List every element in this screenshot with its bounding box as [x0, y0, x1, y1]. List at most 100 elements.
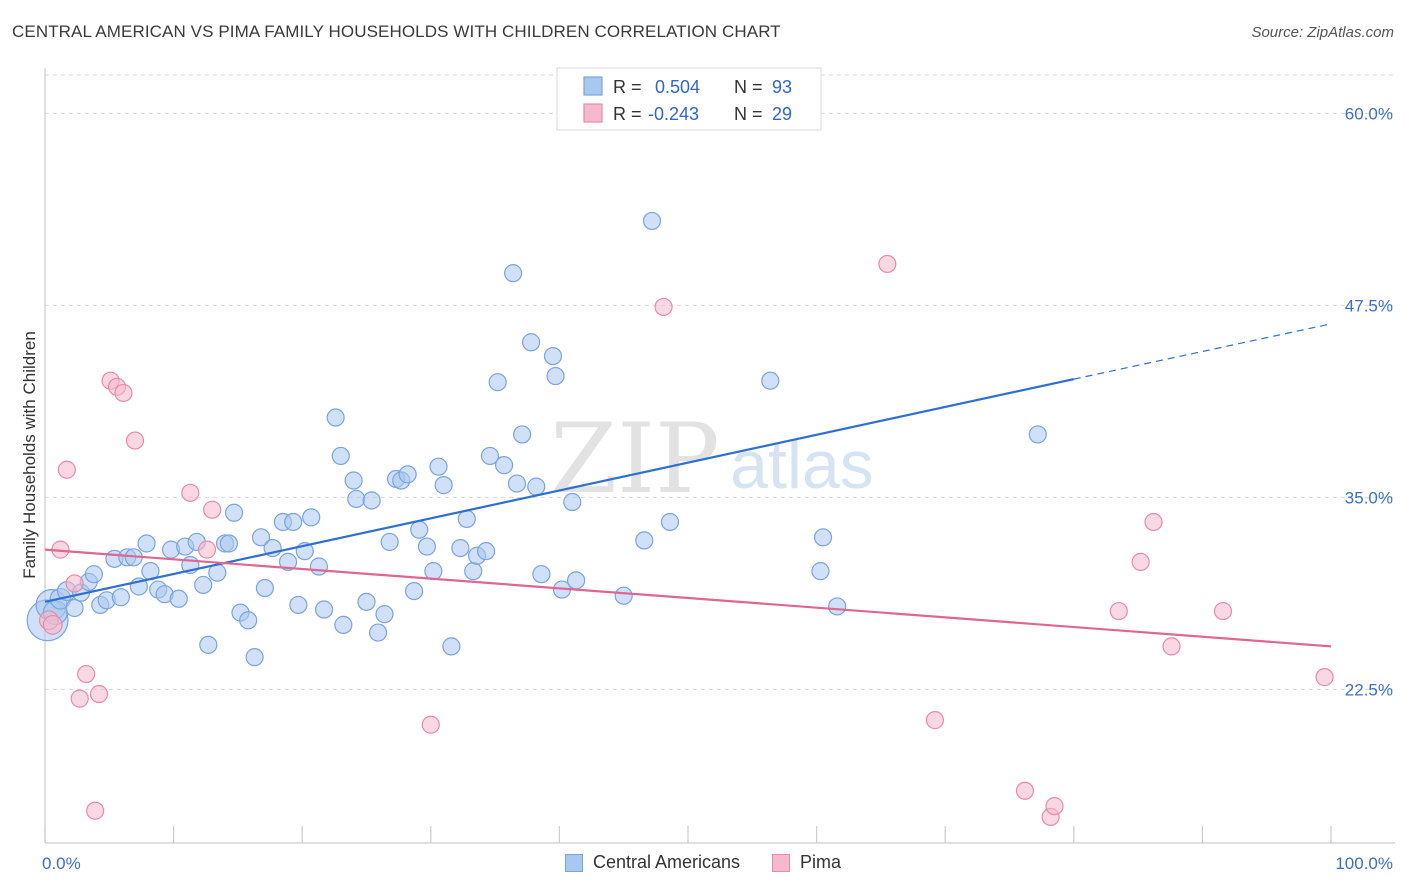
- point-blue-25: [194, 575, 213, 595]
- data-points: [26, 211, 1334, 826]
- point-blue-38: [278, 552, 298, 572]
- point-blue-85: [635, 531, 654, 550]
- point-blue-66: [457, 509, 476, 529]
- point-pink-18: [878, 254, 897, 274]
- point-blue-67: [464, 562, 483, 581]
- stats-legend: R = 0.504 N = 93 R = -0.243 N = 29: [556, 67, 822, 131]
- point-blue-50: [357, 592, 376, 611]
- legend-swatch-pima: [772, 853, 791, 872]
- point-blue-35: [255, 578, 275, 598]
- point-blue-53: [375, 605, 394, 624]
- point-blue-92: [1028, 425, 1047, 444]
- point-blue-34: [251, 528, 271, 547]
- point-pink-5: [70, 689, 89, 708]
- point-pink-1: [42, 614, 63, 635]
- point-blue-74: [507, 474, 527, 493]
- watermark-atlas: atlas: [730, 427, 874, 503]
- point-blue-59: [410, 520, 429, 539]
- point-blue-21: [169, 589, 188, 608]
- point-blue-5: [65, 598, 84, 618]
- point-blue-40: [289, 595, 308, 615]
- legend-r-label-2: R =: [613, 104, 642, 124]
- point-blue-54: [380, 532, 399, 552]
- point-blue-16: [137, 534, 156, 553]
- legend-swatch-central-americans: [564, 853, 583, 872]
- point-blue-8: [84, 565, 103, 584]
- point-pink-27: [1213, 601, 1233, 621]
- point-blue-49: [347, 489, 366, 509]
- source-credit: Source: ZipAtlas.com: [1251, 24, 1394, 41]
- y-tick-label-0: 22.5%: [1345, 680, 1393, 699]
- point-blue-52: [368, 623, 388, 642]
- y-tick-label-2: 47.5%: [1345, 296, 1393, 315]
- point-blue-33: [245, 648, 264, 667]
- point-blue-47: [334, 615, 353, 634]
- legend-item-pima: Pima: [772, 852, 841, 873]
- point-blue-78: [532, 565, 551, 584]
- point-blue-45: [326, 408, 345, 427]
- point-blue-12: [111, 588, 130, 607]
- point-blue-73: [504, 264, 523, 283]
- point-blue-83: [567, 571, 586, 590]
- point-pink-23: [1109, 601, 1128, 621]
- x-tick-label-0: 0.0%: [42, 854, 81, 873]
- point-pink-8: [89, 684, 109, 704]
- point-pink-14: [197, 540, 217, 559]
- point-pink-25: [1144, 512, 1163, 532]
- point-pink-12: [125, 431, 145, 450]
- trend-line-blue-extension: [1073, 323, 1332, 380]
- point-blue-32: [239, 611, 258, 630]
- point-pink-20: [1015, 781, 1035, 800]
- legend-label-pima: Pima: [800, 852, 842, 872]
- point-blue-57: [398, 465, 417, 484]
- legend-label-central-americans: Central Americans: [592, 852, 741, 872]
- point-pink-15: [203, 500, 222, 519]
- point-blue-42: [302, 508, 321, 527]
- point-pink-3: [57, 460, 76, 479]
- point-blue-71: [488, 373, 507, 392]
- y-tick-label-3: 60.0%: [1345, 104, 1393, 123]
- trend-line-pink: [44, 548, 1332, 648]
- y-tick-label-1: 35.0%: [1345, 488, 1393, 507]
- point-pink-13: [181, 483, 200, 502]
- legend-r-label-1: R =: [613, 77, 642, 97]
- legend-n-value-1: 93: [772, 77, 792, 97]
- point-blue-46: [331, 446, 350, 466]
- point-blue-86: [642, 211, 662, 231]
- point-blue-87: [660, 512, 680, 532]
- legend-item-central-americans: Central Americans: [564, 852, 741, 873]
- chart-title: CENTRAL AMERICAN VS PIMA FAMILY HOUSEHOL…: [12, 22, 781, 41]
- point-blue-72: [495, 456, 514, 475]
- point-pink-26: [1162, 637, 1181, 656]
- point-blue-48: [344, 471, 363, 490]
- point-blue-82: [563, 492, 582, 512]
- point-blue-62: [429, 457, 448, 476]
- point-blue-89: [811, 562, 830, 581]
- point-blue-58: [404, 581, 424, 601]
- point-blue-51: [362, 491, 381, 510]
- point-pink-16: [421, 715, 440, 734]
- point-pink-7: [86, 801, 105, 820]
- point-blue-26: [199, 635, 218, 654]
- point-blue-43: [309, 557, 329, 576]
- legend-swatch-pink: [583, 103, 603, 123]
- point-blue-88: [761, 371, 780, 390]
- legend-r-value-2: -0.243: [648, 104, 699, 124]
- axes: [44, 68, 1395, 844]
- point-blue-64: [442, 637, 461, 656]
- point-blue-39: [284, 512, 303, 532]
- trend-line-blue: [44, 378, 1075, 603]
- point-blue-79: [543, 346, 563, 366]
- point-blue-30: [224, 503, 244, 522]
- point-pink-17: [654, 297, 673, 317]
- gridlines: [45, 74, 1395, 690]
- tick-labels: 22.5% 35.0% 47.5% 60.0% 0.0% 100.0%: [42, 104, 1393, 873]
- point-blue-77: [527, 477, 546, 496]
- point-pink-28: [1315, 668, 1334, 687]
- legend-n-label-1: N =: [734, 77, 763, 97]
- series-legend: Central Americans Pima: [0, 852, 1406, 873]
- point-blue-70: [480, 446, 500, 466]
- point-blue-90: [813, 528, 833, 547]
- legend-swatch-blue: [583, 76, 603, 96]
